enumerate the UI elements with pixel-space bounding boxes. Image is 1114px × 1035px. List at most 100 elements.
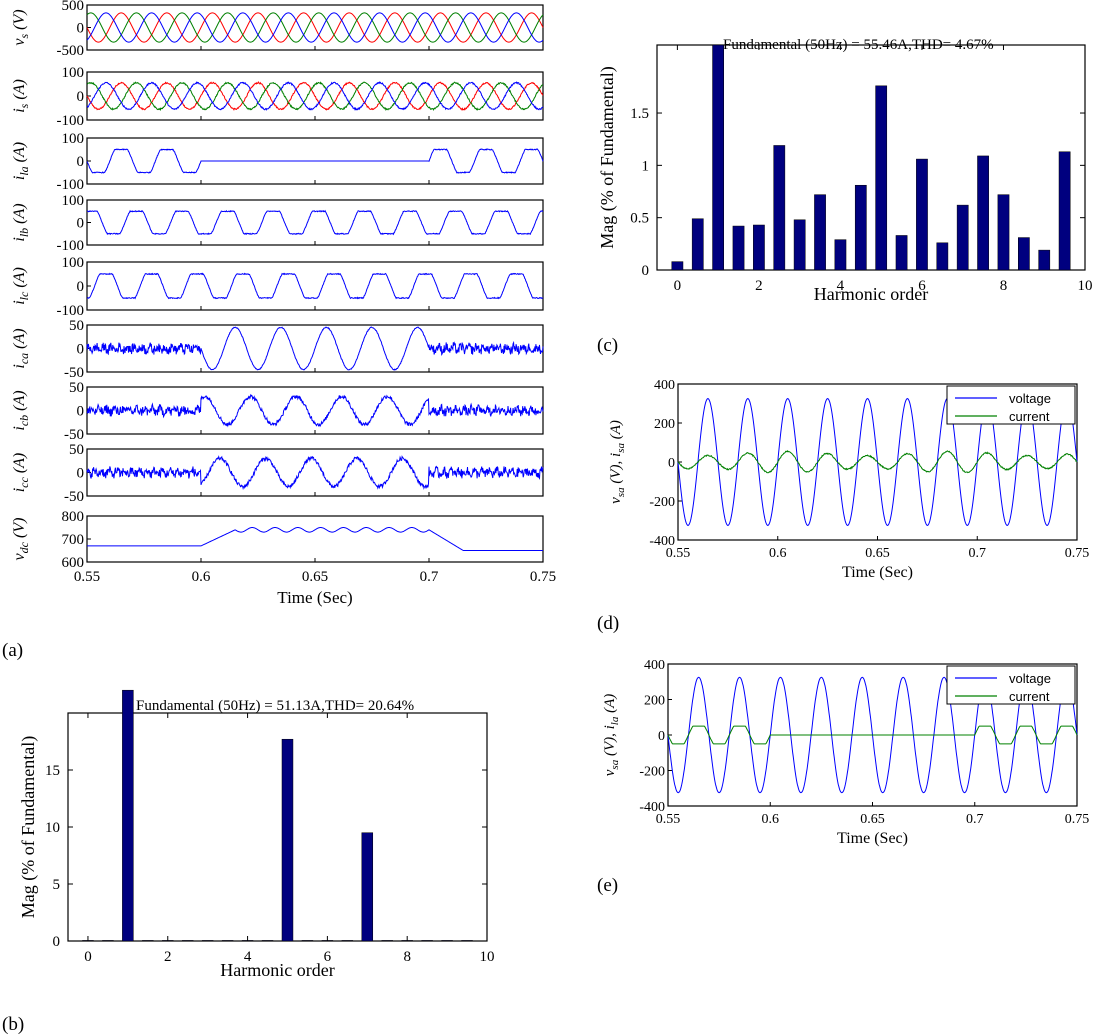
y-tick-label: 100 — [62, 131, 85, 147]
x-tick-label: 0.7 — [966, 812, 984, 827]
bar — [321, 940, 334, 942]
panel-c: 0 0.5 1 1.5 0 2 4 6 8 10 Fundamental (50Hz) = 55.4… — [597, 37, 1093, 304]
bar — [1058, 151, 1071, 271]
subplot-ila: 100 0 -100 ila (A) — [11, 131, 544, 193]
y-tick-label: 800 — [62, 509, 85, 525]
x-axis-label: Harmonic order — [814, 284, 928, 304]
bar — [977, 155, 989, 271]
y-axis-label: icc (A) — [11, 453, 31, 493]
subplot-vs: 500 0 -500 vs (V) — [11, 0, 544, 59]
bar — [341, 940, 354, 942]
y-tick-label: -50 — [64, 489, 84, 505]
x-tick-label: 4 — [244, 949, 252, 965]
y-tick-label: 0 — [53, 934, 61, 950]
x-axis-label: Time (Sec) — [277, 588, 352, 607]
bar — [201, 940, 214, 942]
y-tick-label: 1.5 — [630, 106, 649, 122]
y-tick-label: 0 — [77, 21, 85, 37]
y-tick-label: 400 — [644, 658, 665, 673]
y-tick-label: -50 — [64, 427, 84, 443]
legend-box — [946, 385, 1076, 425]
x-axis-label: Time (Sec) — [842, 564, 913, 581]
y-tick-label: -100 — [57, 303, 85, 319]
x-tick-label: 10 — [1078, 278, 1093, 294]
y-tick-label: -200 — [649, 495, 675, 510]
y-tick-label: 0 — [77, 279, 85, 295]
x-tick-label: 0.65 — [865, 546, 890, 561]
y-tick-label: 0.5 — [630, 211, 649, 227]
y-tick-label: -400 — [649, 534, 675, 549]
x-tick-label: 0 — [674, 278, 682, 294]
y-axis-label: Mag (% of Fundamental) — [18, 736, 39, 918]
y-tick-label: 0 — [77, 154, 85, 170]
thd-annotation: Fundamental (50Hz) = 51.13A,THD= 20.64% — [136, 698, 414, 714]
legend: voltage current — [946, 665, 1076, 705]
bar — [814, 194, 826, 271]
subplot-frame — [86, 199, 544, 246]
bar — [142, 940, 154, 942]
y-axis-label: ica (A) — [11, 328, 31, 368]
y-tick-label: 0 — [77, 404, 85, 420]
y-axis-label: vs (V) — [11, 9, 31, 45]
bar — [102, 940, 114, 942]
bar — [773, 145, 786, 271]
y-tick-label: 400 — [654, 378, 675, 393]
x-tick-label: 0.75 — [1065, 546, 1090, 561]
bar — [421, 940, 433, 942]
y-tick-label: -400 — [639, 800, 665, 815]
series-phase-c — [86, 12, 544, 43]
bar — [301, 940, 314, 942]
bar — [875, 85, 888, 271]
x-tick-label: 0.6 — [769, 546, 787, 561]
bar — [381, 940, 393, 942]
y-axis-label: vsa (V), ila (A) — [602, 694, 621, 777]
panel-label-c: (c) — [597, 335, 618, 356]
series-current — [87, 272, 544, 300]
legend-label-voltage: voltage — [1009, 391, 1051, 406]
x-tick-label: 8 — [403, 949, 411, 965]
x-tick-label: 0.7 — [969, 546, 987, 561]
panel-label-b: (b) — [2, 1014, 24, 1035]
series-current — [677, 449, 1078, 474]
bar — [854, 184, 867, 271]
bar — [1018, 237, 1030, 271]
legend-label-current: current — [1009, 409, 1050, 424]
y-axis-label: vdc (V) — [11, 518, 31, 561]
y-tick-label: -200 — [639, 765, 665, 780]
subplot-frame — [86, 261, 544, 311]
series-current — [86, 393, 544, 428]
x-tick-label: 0.6 — [762, 812, 780, 827]
bar — [793, 219, 806, 271]
subplot-vdc: 800 700 600 vdc (V) — [11, 509, 544, 571]
y-tick-label: 50 — [69, 442, 84, 458]
bar — [691, 218, 704, 271]
y-axis-label: ilb (A) — [11, 203, 31, 241]
x-tick-label: 10 — [480, 949, 495, 965]
y-tick-label: 10 — [45, 820, 60, 836]
series-vdc — [87, 527, 543, 551]
y-axis-label: icb (A) — [11, 390, 31, 430]
series-current — [86, 455, 544, 491]
y-tick-label: -500 — [57, 43, 85, 59]
x-tick-label: 2 — [164, 949, 172, 965]
y-tick-label: 600 — [62, 555, 85, 571]
series-phase-a — [86, 81, 544, 111]
bar — [712, 44, 724, 271]
y-tick-label: 50 — [69, 380, 84, 396]
y-tick-label: 200 — [644, 694, 665, 709]
y-tick-label: 1 — [642, 158, 650, 174]
x-tick-label: 0.75 — [530, 569, 556, 585]
x-tick-label: 0.6 — [192, 569, 211, 585]
y-tick-label: 0 — [77, 466, 85, 482]
series-current — [86, 148, 544, 174]
x-tick-label: 0.55 — [666, 546, 691, 561]
x-axis-label: Harmonic order — [220, 960, 334, 980]
y-tick-label: 0 — [77, 216, 85, 232]
y-tick-label: 0 — [668, 456, 675, 471]
y-tick-label: -100 — [57, 177, 85, 193]
bar — [671, 261, 684, 271]
